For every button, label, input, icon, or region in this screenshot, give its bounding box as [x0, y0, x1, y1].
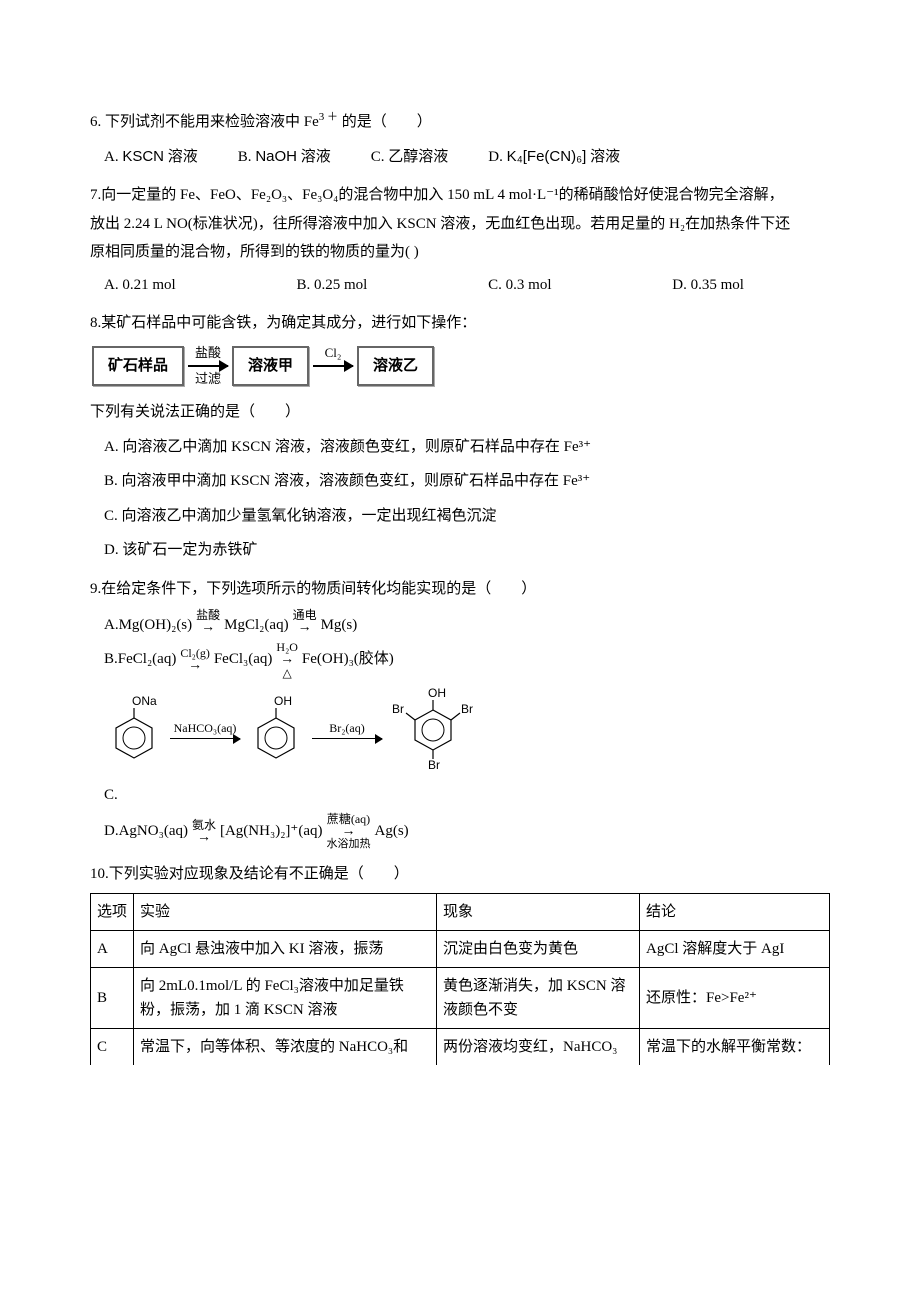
q9-opt-c: ONa NaHCO₃(aq) OH — [104, 685, 830, 809]
q7-line3: 原相同质量的混合物，所得到的铁的物质的量为( ) — [90, 238, 830, 267]
table-row: A 向 AgCl 悬浊液中加入 KI 溶液，振荡 沉淀由白色变为黄色 AgCl … — [91, 930, 830, 967]
q8-flow-box2: 溶液甲 — [232, 346, 309, 387]
question-8: 8.某矿石样品中可能含铁，为确定其成分，进行如下操作： 矿石样品 盐酸 过滤 溶… — [90, 309, 830, 565]
q7-opt-a: A. 0.21 mol — [104, 271, 176, 300]
q6-opt-c: C. 乙醇溶液 — [371, 143, 449, 172]
question-7: 7.向一定量的 Fe、FeO、Fe₂O₃、Fe₃O₄的混合物中加入 150 mL… — [90, 181, 830, 299]
q8-flow-arrow1: 盐酸 过滤 — [188, 346, 228, 387]
header-conc: 结论 — [640, 893, 830, 930]
q8-flow-box3: 溶液乙 — [357, 346, 434, 387]
q6-text-before: 下列试剂不能用来检验溶液中 — [105, 114, 304, 130]
q8-flow-box1: 矿石样品 — [92, 346, 184, 387]
q7-opt-b: B. 0.25 mol — [296, 271, 367, 300]
q6-ion: Fe3 ＋ — [304, 114, 338, 130]
header-phen: 现象 — [437, 893, 640, 930]
q8-opt-b: B. 向溶液甲中滴加 KSCN 溶液，溶液颜色变红，则原矿石样品中存在 Fe³⁺ — [104, 467, 830, 496]
q7-line1: 向一定量的 Fe、FeO、Fe₂O₃、Fe₃O₄的混合物中加入 150 mL 4… — [101, 187, 783, 203]
q10-number: 10. — [90, 866, 109, 882]
q8-opt-c: C. 向溶液乙中滴加少量氢氧化钠溶液，一定出现红褐色沉淀 — [104, 502, 830, 531]
q6-opt-b: B. NaOH 溶液 — [238, 143, 331, 172]
svg-text:OH: OH — [428, 686, 446, 700]
question-10: 10.下列实验对应现象及结论有不正确是（ ） 选项 实验 现象 结论 A 向 A… — [90, 860, 830, 1065]
q9-opt-d: D. AgNO₃(aq) 氨水→ [Ag(NH₃)₂]⁺(aq) 蔗糖(aq) … — [104, 813, 830, 850]
question-9: 9.在给定条件下，下列选项所示的物质间转化均能实现的是（ ） A. Mg(OH)… — [90, 575, 830, 851]
q8-opt-a: A. 向溶液乙中滴加 KSCN 溶液，溶液颜色变红，则原矿石样品中存在 Fe³⁺ — [104, 433, 830, 462]
q9-number: 9. — [90, 581, 101, 597]
q6-number: 6. — [90, 114, 101, 130]
header-sel: 选项 — [91, 893, 134, 930]
q9-opt-b: B. FeCl₂(aq) Cl₂(g)→ FeCl₃(aq) H₂O → △ F… — [104, 641, 830, 679]
phenol-oh-icon: OH — [246, 693, 306, 774]
q10-table: 选项 实验 现象 结论 A 向 AgCl 悬浊液中加入 KI 溶液，振荡 沉淀由… — [90, 893, 830, 1065]
svg-text:OH: OH — [274, 694, 292, 708]
tribromophenol-icon: OH Br Br Br — [388, 685, 478, 781]
svg-text:ONa: ONa — [132, 694, 157, 708]
svg-text:Br: Br — [461, 702, 473, 716]
q8-flow-diagram: 矿石样品 盐酸 过滤 溶液甲 Cl₂ 溶液乙 — [90, 346, 830, 387]
q9-text: 在给定条件下，下列选项所示的物质间转化均能实现的是（ ） — [101, 581, 536, 597]
q10-text: 下列实验对应现象及结论有不正确是（ ） — [109, 866, 409, 882]
phenol-ona-icon: ONa — [104, 693, 164, 774]
q8-text: 某矿石样品中可能含铁，为确定其成分，进行如下操作： — [101, 315, 476, 331]
q7-number: 7. — [90, 187, 101, 203]
q7-line2: 放出 2.24 L NO(标准状况)，往所得溶液中加入 KSCN 溶液，无血红色… — [90, 210, 830, 239]
q8-opt-d: D. 该矿石一定为赤铁矿 — [104, 536, 830, 565]
q8-after: 下列有关说法正确的是（ ） — [90, 398, 830, 427]
question-6: 6. 下列试剂不能用来检验溶液中 Fe3 ＋ 的是（ ） A. KSCN 溶液 … — [90, 108, 830, 171]
q8-flow-arrow2: Cl₂ — [313, 346, 353, 387]
svg-text:Br: Br — [428, 758, 440, 770]
header-exp: 实验 — [134, 893, 437, 930]
q9-opt-a: A. Mg(OH)₂(s) 盐酸→ MgCl₂(aq) 通电→ Mg(s) — [104, 609, 830, 635]
table-row: C 常温下，向等体积、等浓度的 NaHCO₃和 两份溶液均变红，NaHCO₃ 常… — [91, 1028, 830, 1065]
q7-opt-c: C. 0.3 mol — [488, 271, 551, 300]
table-header-row: 选项 实验 现象 结论 — [91, 893, 830, 930]
q6-opt-d: D. K₄[Fe(CN)₆] 溶液 — [488, 143, 620, 172]
q6-opt-a: A. KSCN 溶液 — [104, 143, 198, 172]
svg-text:Br: Br — [392, 702, 404, 716]
q7-opt-d: D. 0.35 mol — [672, 271, 744, 300]
q6-text-after: 的是（ ） — [342, 114, 432, 130]
table-row: B 向 2mL0.1mol/L 的 FeCl₃溶液中加足量铁粉，振荡，加 1 滴… — [91, 967, 830, 1028]
q8-number: 8. — [90, 315, 101, 331]
